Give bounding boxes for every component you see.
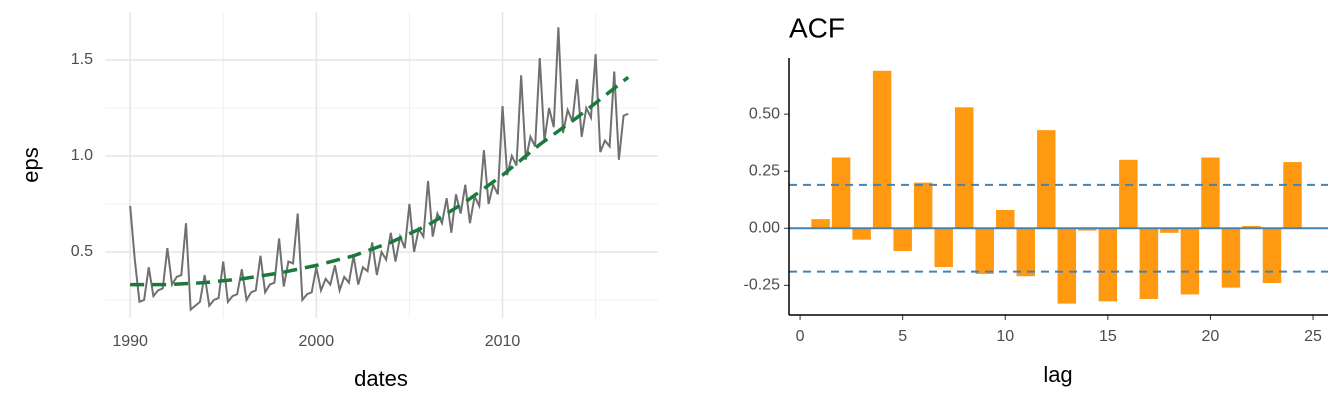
trend-line	[130, 75, 630, 287]
x-axis-label: lag	[1043, 362, 1072, 387]
bar	[1242, 225, 1261, 229]
x-tick-label: 10	[996, 328, 1014, 345]
bar	[1283, 162, 1302, 229]
bar	[1037, 130, 1056, 229]
bar	[1078, 228, 1097, 231]
y-tick-label: 0.50	[749, 105, 780, 122]
bar	[811, 219, 830, 229]
bar	[996, 210, 1015, 229]
bar	[1201, 157, 1220, 229]
bar	[1262, 228, 1282, 284]
bar	[852, 228, 871, 240]
y-tick-label: 0.00	[749, 219, 780, 236]
y-tick-label: 0.25	[749, 162, 780, 179]
x-tick-label: 0	[796, 328, 805, 345]
bar	[1139, 228, 1159, 300]
x-tick-label: 15	[1099, 328, 1117, 345]
x-axis-label: dates	[354, 366, 408, 391]
y-tick-label: 0.5	[71, 243, 93, 260]
x-tick-label: 5	[898, 328, 907, 345]
y-tick-label: 1.5	[71, 51, 93, 68]
chart-title: ACF	[789, 12, 845, 43]
bar	[893, 228, 912, 252]
bar	[934, 228, 953, 268]
data-line	[129, 27, 629, 312]
bar	[1160, 228, 1179, 233]
bar	[913, 182, 933, 229]
y-tick-label: -0.25	[744, 277, 781, 294]
bar	[1098, 228, 1118, 302]
x-tick-label: 1990	[112, 333, 148, 350]
bar	[954, 107, 974, 229]
bar	[1221, 228, 1241, 288]
x-tick-label: 20	[1202, 328, 1220, 345]
bar	[872, 70, 892, 229]
bar	[1016, 228, 1036, 277]
bar	[831, 157, 851, 229]
x-tick-label: 25	[1304, 328, 1322, 345]
y-tick-label: 1.0	[71, 147, 93, 164]
x-tick-label: 2000	[299, 333, 335, 350]
bar	[1057, 228, 1077, 304]
x-tick-label: 2010	[485, 333, 521, 350]
bar	[1180, 228, 1200, 295]
y-axis-label: eps	[18, 147, 43, 182]
bar	[1119, 159, 1138, 229]
bar	[975, 228, 994, 274]
